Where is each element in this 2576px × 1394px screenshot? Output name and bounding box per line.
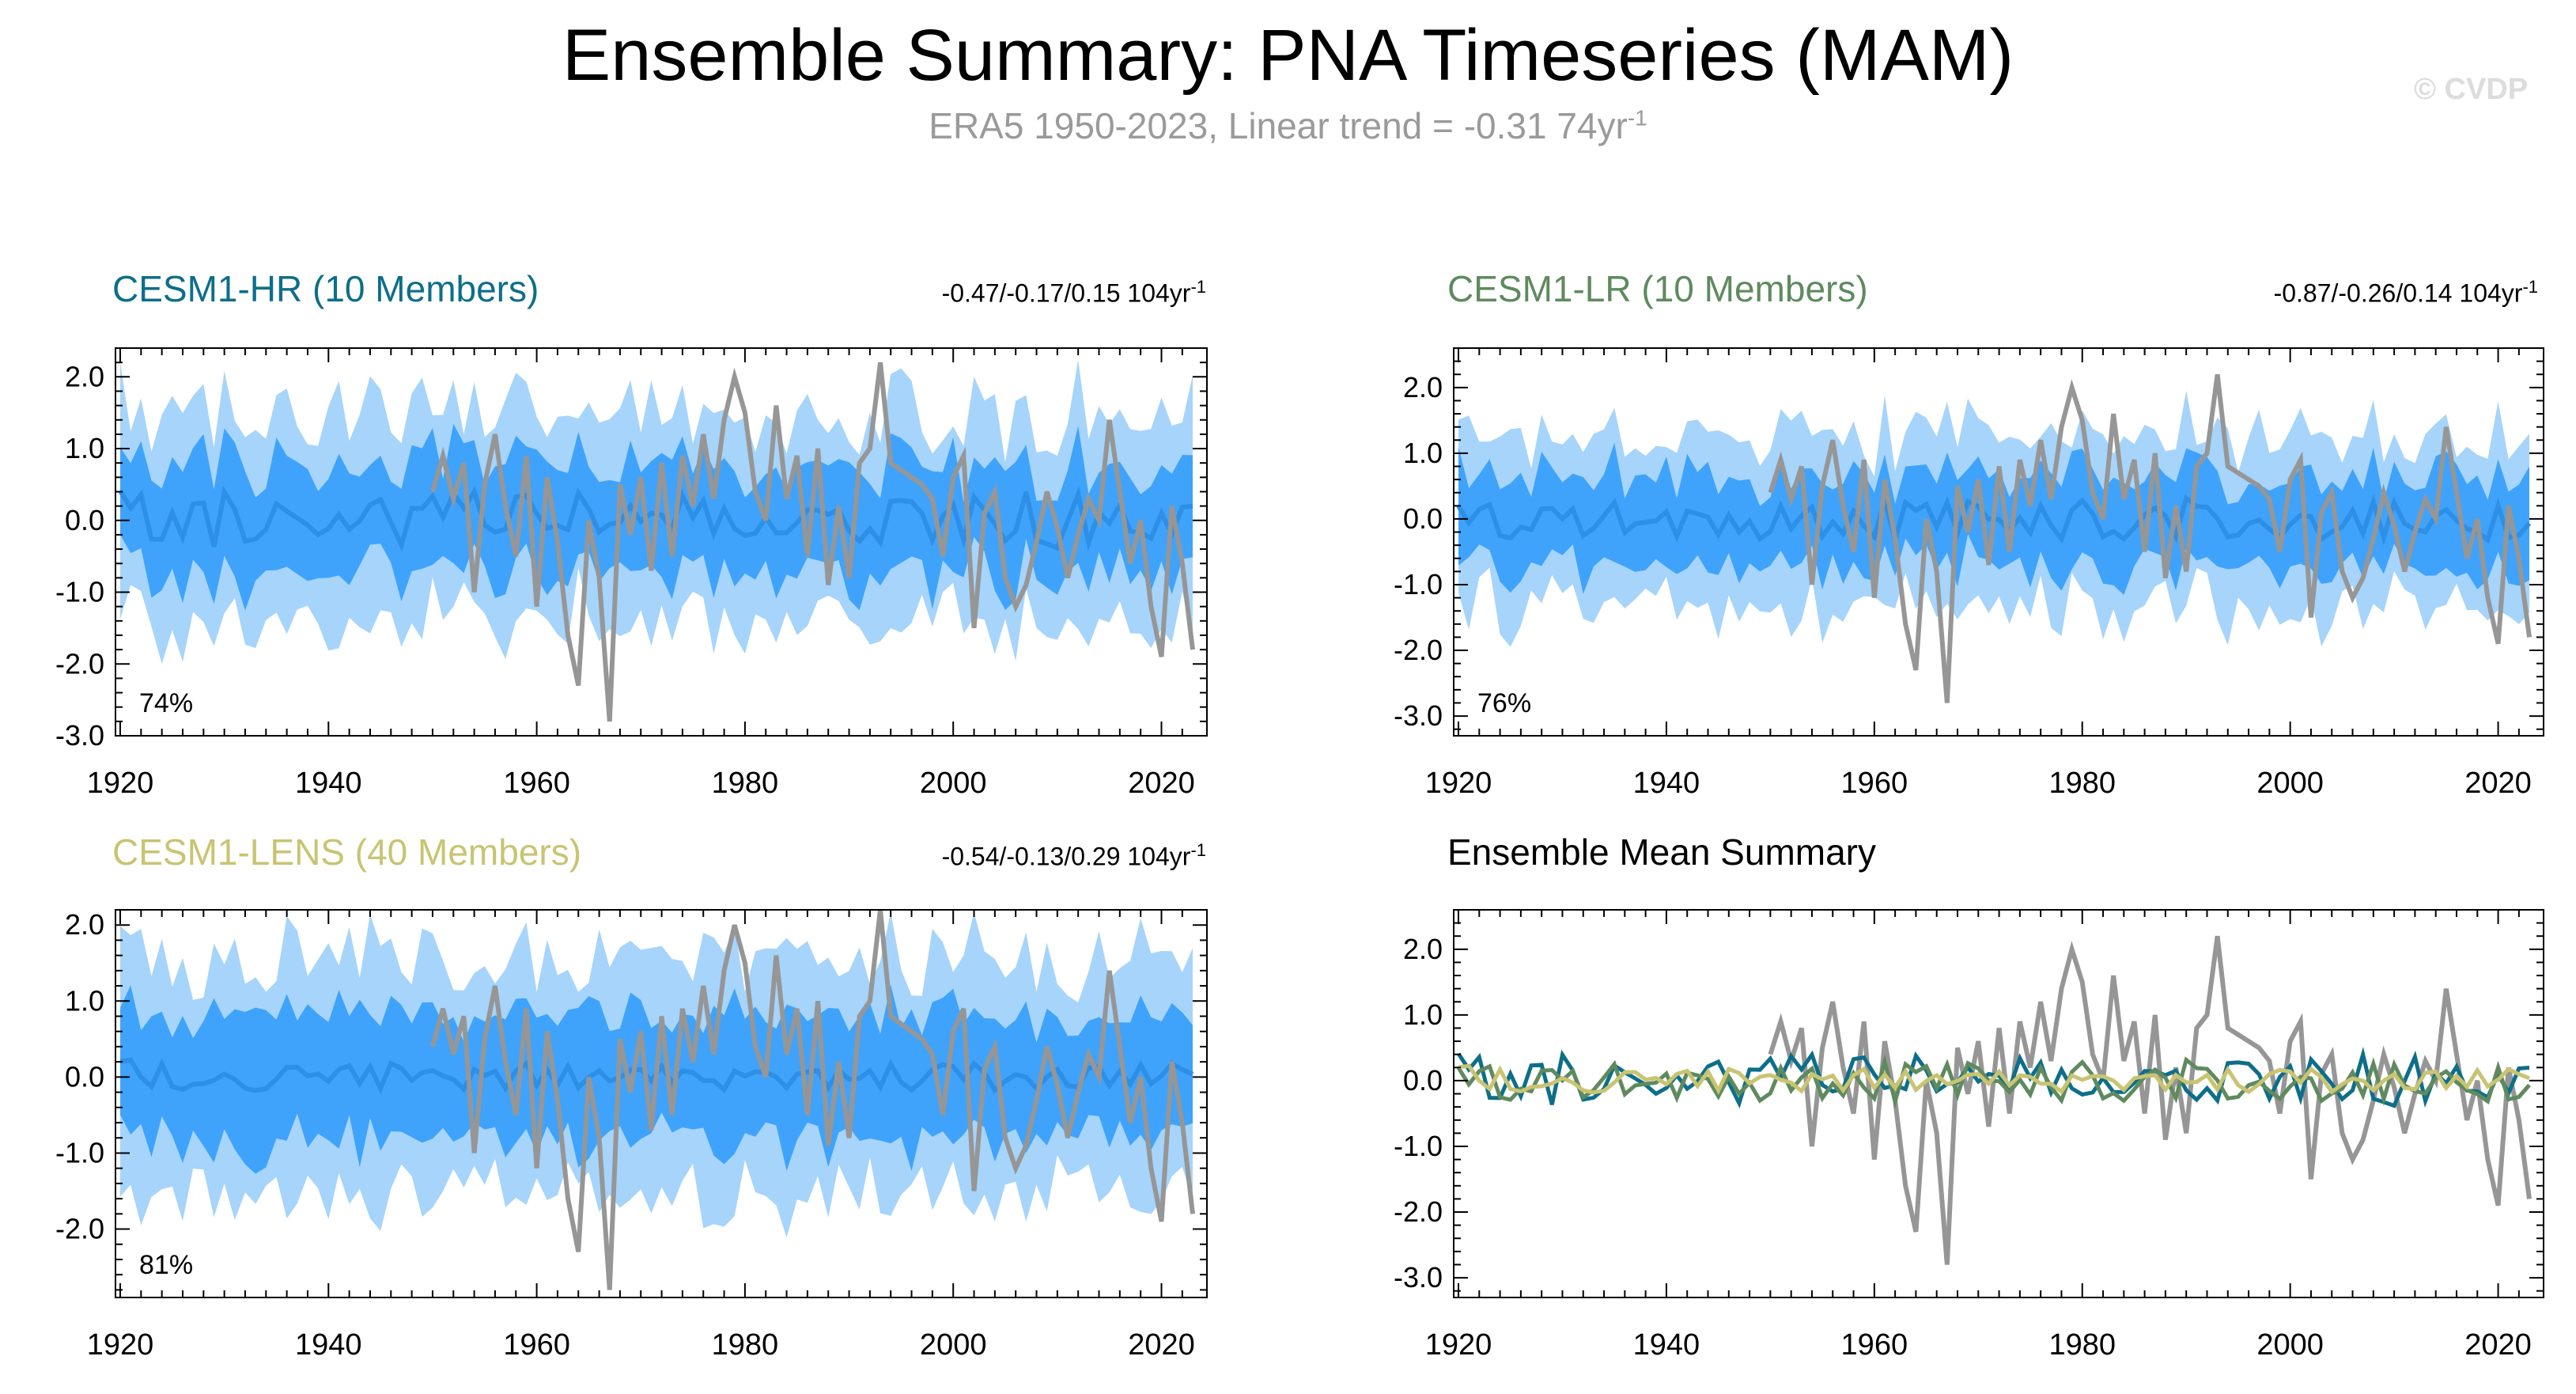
panel-lr-xtick-label: 1960 [1841,767,1908,800]
panel-lens-stat-text: -0.54/-0.13/0.29 104yr [941,842,1191,871]
panel-hr-xtick-label: 1920 [87,767,154,800]
panel-lens: 81% -2.0 -1.0 0.0 1.0 2.0 1920 1940 1960 1980 2000… [55,908,1208,1362]
subtitle-exponent: -1 [1627,105,1647,131]
panel-hr-era5-line [430,362,1195,722]
page-subtitle: ERA5 1950-2023, Linear trend = -0.31 74y… [0,104,2576,147]
panel-lr-percent-label: 76% [1477,688,1531,718]
panel-lens-ytick-label: 1.0 [65,984,104,1017]
panel-summary-era5-line [1768,935,2532,1265]
panel-lr-xtick-label: 1980 [2048,767,2116,800]
panel-summary-ytick-label: -2.0 [1394,1195,1443,1228]
panel-lr-stat-text: -0.87/-0.26/0.14 104yr [2273,278,2523,308]
panel-lr: 76% -3.0 -2.0 -1.0 0.0 1.0 2.0 1920 1940 1960 1980… [1394,347,2544,800]
panel-lr-xtick-label: 2020 [2464,767,2532,800]
panel-lens-ytick-label: 0.0 [65,1060,104,1093]
panel-lens-xtick-label: 1920 [87,1328,154,1362]
panel-lr-stat: -0.87/-0.26/0.14 104yr-1 [2274,277,2538,309]
panel-summary-frame [1453,909,2544,1298]
panel-hr-ytick-label: -3.0 [55,719,104,752]
panel-hr-xtick-label: 1940 [295,767,362,800]
panel-lr-xtick-label: 1940 [1633,767,1700,800]
panel-lr-ytick-label: -2.0 [1394,634,1443,666]
panel-summary-line-lr [1456,1054,2531,1109]
page-title: Ensemble Summary: PNA Timeseries (MAM) [562,15,2014,96]
panel-summary-xtick-label: 1940 [1633,1328,1700,1362]
panel-lens-xtick-label: 1940 [295,1328,362,1362]
panel-lens-ytick-label: -2.0 [55,1213,104,1245]
panel-hr: 74% -3.0 -2.0 -1.0 0.0 1.0 2.0 1920 1940 1960 1980… [55,347,1208,800]
panel-lens-ytick-label: -1.0 [55,1136,104,1169]
panel-lens-percent-label: 81% [139,1250,193,1280]
panel-lr-xtick-label: 2000 [2256,767,2324,800]
panel-hr-stat: -0.47/-0.17/0.15 104yr-1 [942,277,1206,309]
panel-hr-stat-exponent: -1 [1190,277,1206,297]
panel-summary-ytick-label: -3.0 [1394,1261,1443,1294]
panel-hr-xtick-label: 1980 [712,767,779,800]
panel-lr-ytick-label: 0.0 [1403,502,1443,535]
panel-hr-stat-text: -0.47/-0.17/0.15 104yr [941,278,1191,308]
panel-lens-stat-exponent: -1 [1190,840,1206,860]
panel-summary: -3.0 -2.0 -1.0 0.0 1.0 2.0 1920 1940 1960 1980 200… [1394,909,2544,1362]
panel-summary-ytick-label: 1.0 [1403,998,1443,1031]
panel-summary-xtick-label: 2020 [2464,1328,2532,1362]
panel-lens-xtick-label: 1960 [503,1328,570,1362]
panel-summary-xtick-label: 1960 [1841,1328,1908,1362]
panel-hr-ytick-label: -2.0 [55,647,104,680]
credit-watermark: © CVDP [2414,73,2529,106]
subtitle-text: ERA5 1950-2023, Linear trend = -0.31 74y… [929,105,1628,146]
panel-lr-ytick-label: 1.0 [1403,437,1443,469]
panel-lr-xtick-label: 1920 [1425,767,1492,800]
panel-summary-ytick-label: -1.0 [1394,1130,1443,1162]
panel-lr-era5-line [1768,373,2532,703]
panel-lens-ytick-label: 2.0 [65,908,104,941]
panel-lr-stat-exponent: -1 [2522,277,2538,297]
panel-summary-ytick-label: 2.0 [1403,933,1443,965]
panel-lens-xtick-label: 2020 [1128,1328,1195,1362]
panel-lens-stat: -0.54/-0.13/0.29 104yr-1 [942,840,1206,872]
panel-hr-title: CESM1-HR (10 Members) [112,268,539,309]
panel-lens-title: CESM1-LENS (40 Members) [112,831,582,873]
panel-summary-xtick-label: 2000 [2256,1328,2324,1362]
panel-hr-xtick-label: 2020 [1128,767,1195,800]
panel-lr-ytick-label: -1.0 [1394,568,1443,600]
panel-lr-ytick-label: 2.0 [1403,371,1443,403]
panel-hr-ytick-label: 0.0 [65,504,104,536]
panel-summary-line-lens [1458,1063,2530,1095]
panel-hr-xtick-label: 1960 [503,767,570,800]
panel-summary-title: Ensemble Mean Summary [1447,831,1876,873]
panel-summary-ytick-label: 0.0 [1403,1064,1443,1097]
panel-hr-ytick-label: -1.0 [55,576,104,608]
panel-hr-ytick-label: 2.0 [65,360,104,392]
panel-hr-xtick-label: 2000 [920,767,987,800]
panel-lens-era5-line [430,909,1195,1290]
panel-lr-title: CESM1-LR (10 Members) [1447,268,1868,309]
panel-hr-ytick-label: 1.0 [65,432,104,464]
panel-lens-xtick-label: 2000 [920,1328,987,1362]
panel-lr-ytick-label: -3.0 [1394,699,1443,732]
panel-lens-xtick-label: 1980 [712,1328,779,1362]
panel-summary-xtick-label: 1920 [1425,1328,1492,1362]
panel-hr-percent-label: 74% [139,688,193,718]
panel-summary-xtick-label: 1980 [2048,1328,2116,1362]
